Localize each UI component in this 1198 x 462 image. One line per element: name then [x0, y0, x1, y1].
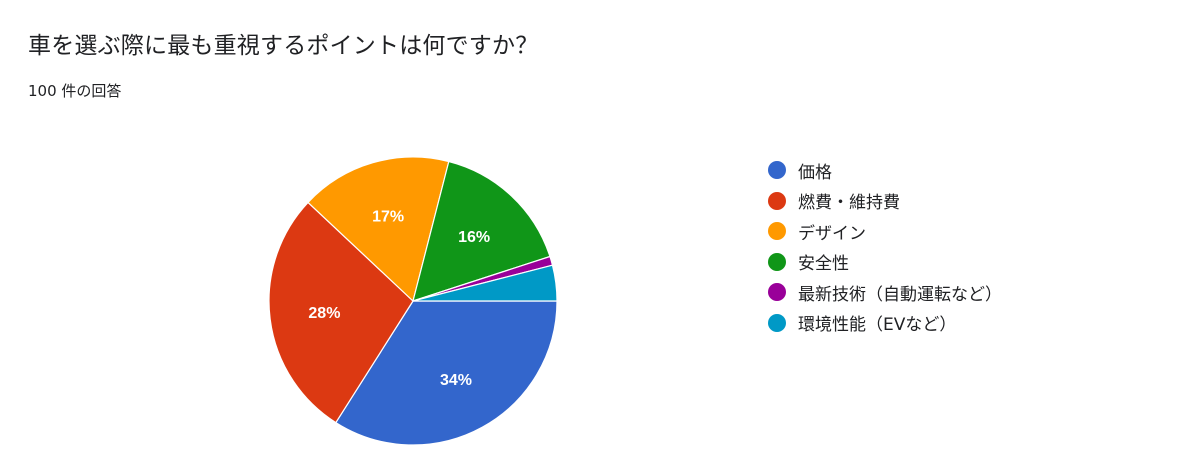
legend-swatch-icon [768, 191, 786, 210]
pie-slice-6[interactable] [412, 264, 558, 302]
pie-slice-2[interactable] [268, 201, 414, 424]
legend-label: 安全性 [798, 254, 849, 275]
pie-slice-label-4: 16% [458, 229, 490, 246]
pie-slice-4[interactable] [412, 160, 551, 302]
pie-slice-3[interactable] [307, 156, 450, 303]
legend-label: 最新技術（自動運転など） [798, 284, 1002, 305]
legend-swatch-icon [768, 252, 786, 271]
response-count: 100 件の回答 [28, 82, 122, 100]
legend-item-6[interactable]: 環境性能（EVなど） [768, 308, 1002, 339]
pie-slice-label-2: 28% [308, 305, 340, 322]
legend-swatch-icon [768, 283, 786, 302]
legend-label: 燃費・維持費 [798, 193, 900, 214]
legend-label: 価格 [798, 162, 832, 183]
legend-swatch-icon [768, 313, 786, 332]
legend-label: デザイン [798, 223, 866, 244]
legend-label: 環境性能（EVなど） [798, 315, 957, 336]
pie-slice-1[interactable] [335, 300, 558, 446]
legend-swatch-icon [768, 161, 786, 180]
legend-item-5[interactable]: 最新技術（自動運転など） [768, 277, 1002, 308]
pie-slice-label-3: 17% [372, 208, 404, 225]
legend-item-4[interactable]: 安全性 [768, 247, 1002, 278]
legend-swatch-icon [768, 222, 786, 241]
chart-legend: 価格燃費・維持費 デザイン安全性最新技術（自動運転など） 環境性能（EVなど） [768, 155, 1002, 338]
pie-slice-label-1: 34% [440, 372, 472, 389]
question-title: 車を選ぶ際に最も重視するポイントは何ですか？ [28, 33, 539, 59]
legend-item-1[interactable]: 価格 [768, 155, 1002, 186]
legend-item-2[interactable]: 燃費・維持費 [768, 186, 1002, 217]
legend-item-3[interactable]: デザイン [768, 216, 1002, 247]
